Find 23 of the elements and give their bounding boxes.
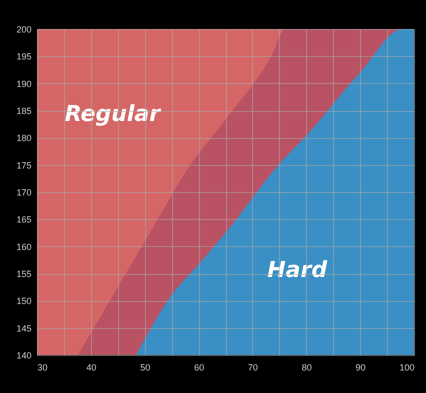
x-tick-label: 30: [38, 362, 48, 372]
y-tick-label: 175: [16, 160, 32, 170]
annotation: Hard: [267, 258, 328, 284]
y-tick-label: 145: [16, 323, 32, 334]
x-tick-label: 40: [86, 362, 96, 372]
x-tick-label: 50: [140, 362, 150, 372]
y-tick-label: 150: [16, 296, 32, 306]
x-tick-label: 90: [356, 362, 366, 372]
annotation: Regular: [64, 102, 162, 127]
y-tick-label: 140: [16, 350, 32, 360]
y-tick-label: 190: [16, 78, 32, 89]
x-tick-label: 70: [248, 362, 258, 372]
x-tick-label: 100: [399, 362, 414, 372]
y-tick-label: 155: [16, 269, 32, 279]
y-tick-label: 165: [16, 214, 32, 225]
y-tick-label: 160: [16, 242, 32, 252]
x-tick-label: 60: [194, 362, 204, 372]
x-tick-label: 80: [302, 362, 312, 372]
y-tick-label: 185: [16, 106, 32, 116]
y-tick-label: 200: [16, 24, 32, 34]
y-tick-label: 170: [16, 188, 32, 198]
y-tick-label: 195: [16, 52, 32, 62]
y-tick-label: 180: [16, 133, 32, 144]
